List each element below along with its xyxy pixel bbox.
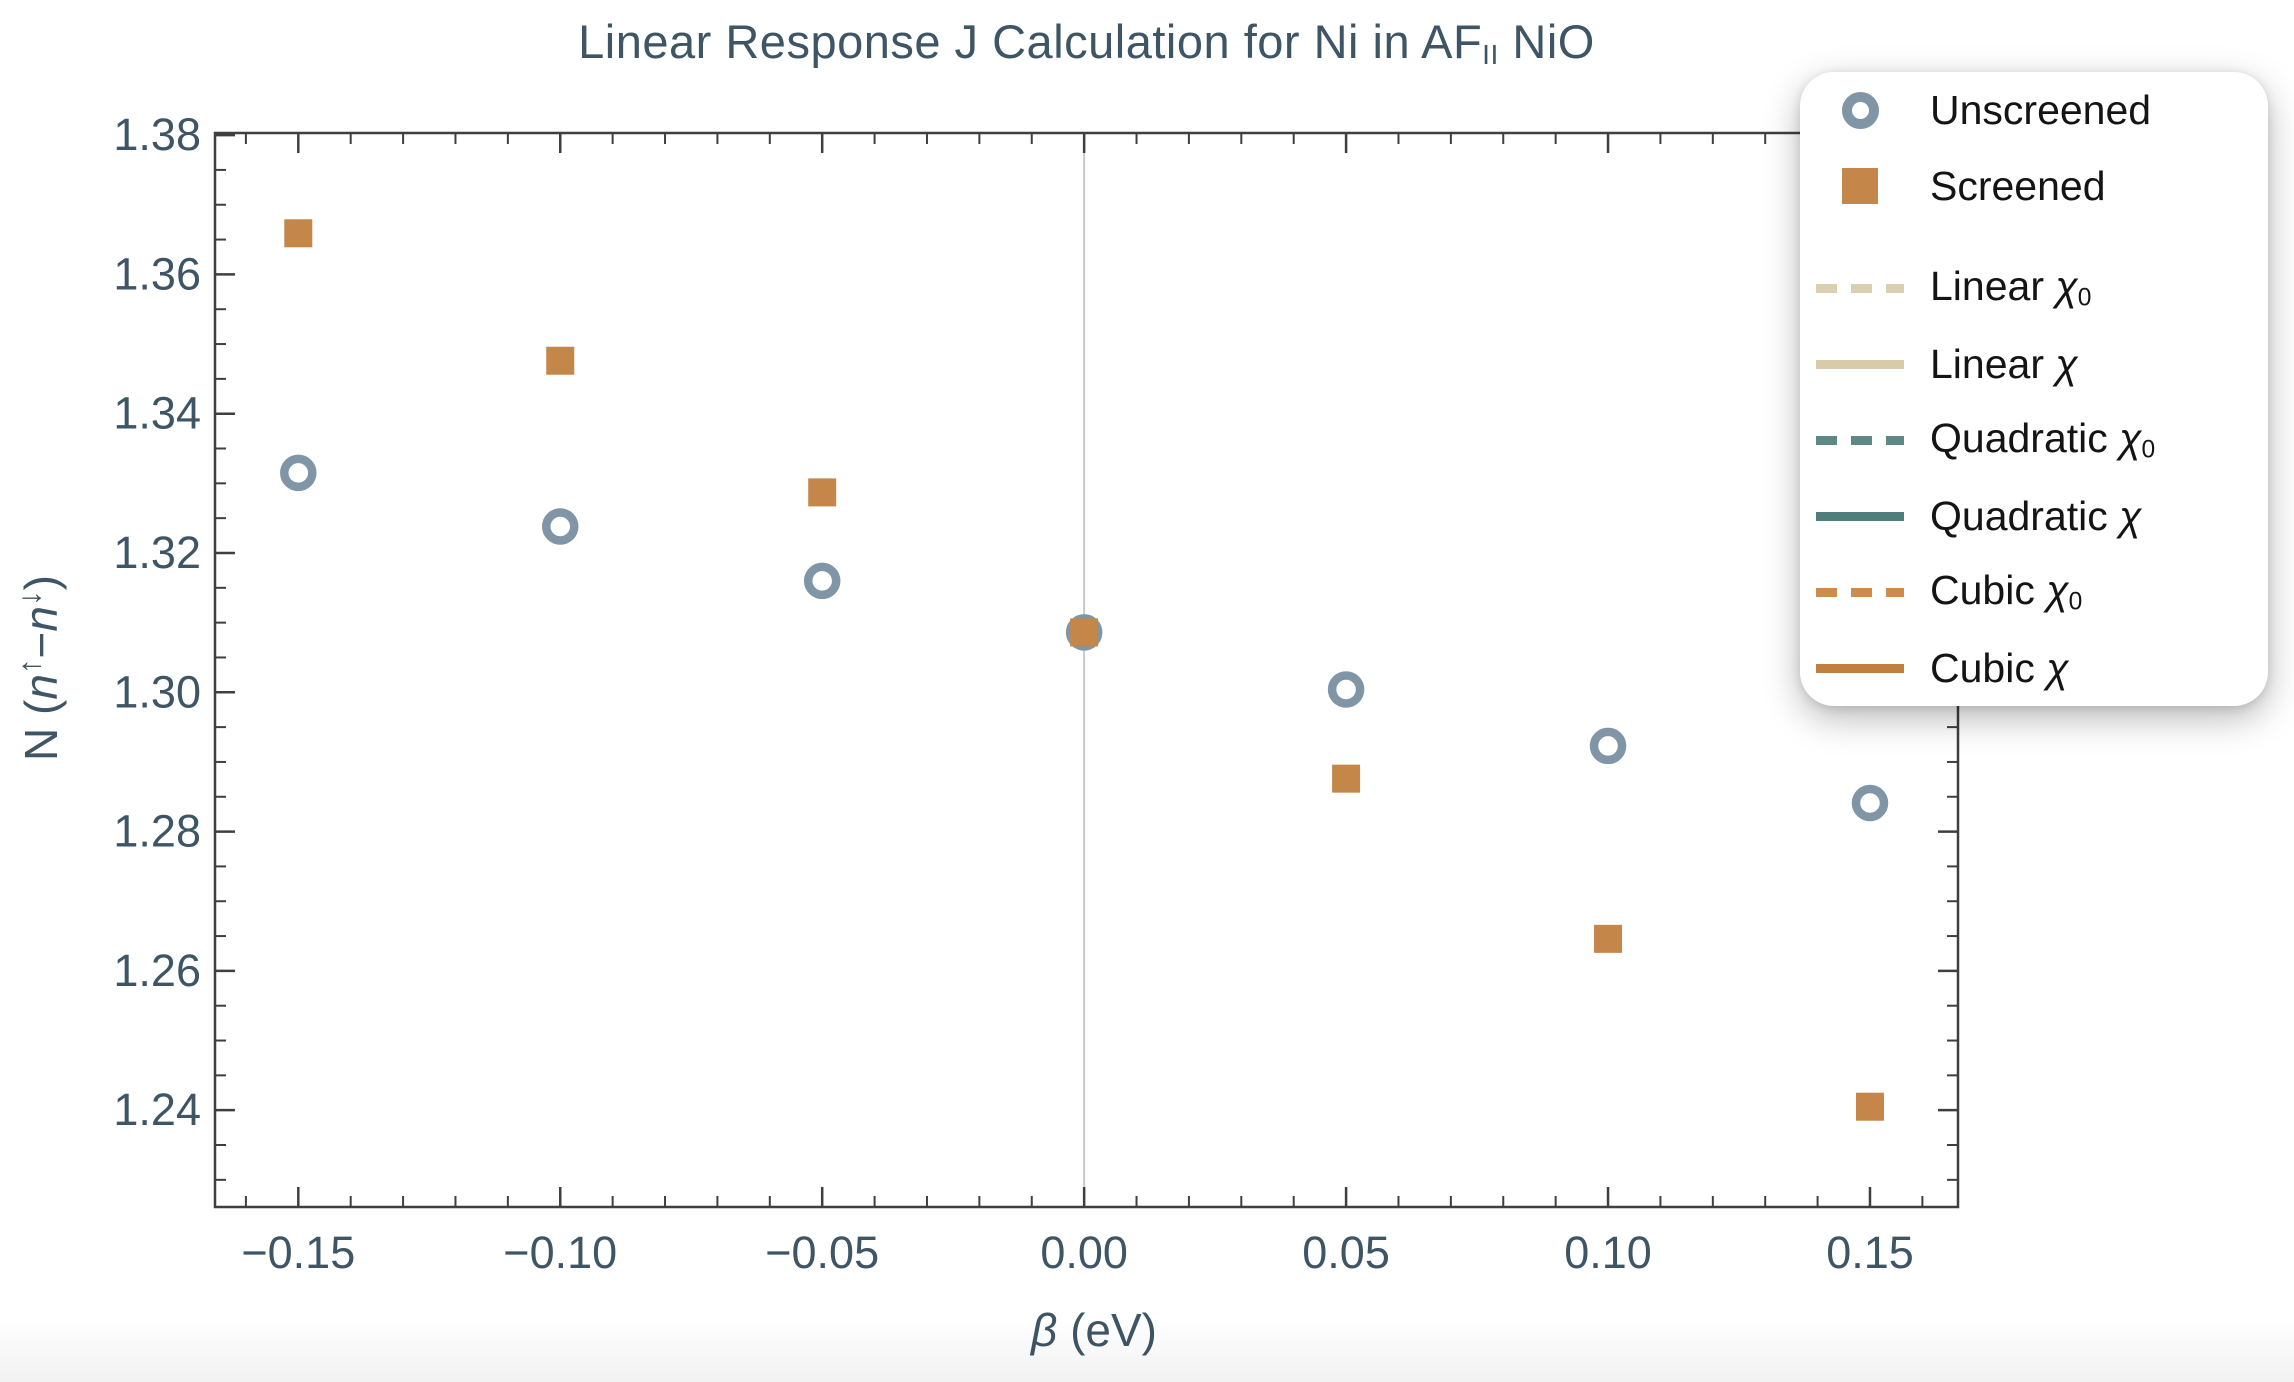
data-point-screened bbox=[546, 346, 575, 375]
data-point-screened bbox=[808, 478, 837, 507]
legend-item-quadratic-0: Quadratic χ0 bbox=[1800, 402, 2268, 478]
legend-item-label: Linear χ0 bbox=[1930, 263, 2092, 312]
legend-item-cubic-0: Cubic χ0 bbox=[1800, 554, 2268, 630]
y-tick-label: 1.28 bbox=[113, 806, 201, 857]
x-tick-label: −0.15 bbox=[241, 1227, 355, 1278]
unscreened-marker-icon bbox=[1841, 91, 1879, 129]
x-tick-label: −0.05 bbox=[765, 1227, 879, 1278]
legend: Unscreened Screened Linear χ0 Linear χ Quadr… bbox=[1800, 72, 2268, 706]
y-tick-label: 1.26 bbox=[113, 945, 201, 996]
x-tick-label: 0.15 bbox=[1826, 1227, 1914, 1278]
data-point-screened bbox=[1855, 1092, 1884, 1121]
data-point-unscreened bbox=[803, 562, 841, 600]
y-axis-label: N (n↑−n↓) bbox=[11, 575, 68, 761]
data-point-screened bbox=[284, 219, 313, 248]
data-point-unscreened bbox=[1851, 784, 1889, 822]
y-tick-label: 1.32 bbox=[113, 527, 201, 578]
legend-item-label: Unscreened bbox=[1930, 86, 2152, 133]
data-point-unscreened bbox=[280, 454, 317, 492]
legend-item-screened: Screened bbox=[1800, 148, 2268, 224]
x-tick-label: 0.00 bbox=[1040, 1227, 1128, 1278]
dashed-line-swatch-icon bbox=[1816, 587, 1904, 597]
x-tick-label: −0.10 bbox=[503, 1227, 617, 1278]
data-point-unscreened bbox=[541, 508, 579, 545]
legend-item-label: Screened bbox=[1930, 162, 2106, 209]
legend-item-linear: Linear χ bbox=[1800, 326, 2268, 402]
y-tick-label: 1.38 bbox=[113, 109, 201, 160]
y-tick-label: 1.30 bbox=[113, 666, 201, 717]
legend-item-label: Cubic χ0 bbox=[1930, 567, 2083, 616]
solid-line-swatch-icon bbox=[1816, 511, 1904, 521]
x-tick-label: 0.05 bbox=[1302, 1227, 1390, 1278]
dashed-line-swatch-icon bbox=[1816, 435, 1904, 445]
x-axis-label: β (eV) bbox=[1031, 1304, 1157, 1356]
data-point-screened bbox=[1070, 618, 1099, 647]
data-point-screened bbox=[1332, 764, 1361, 793]
solid-line-swatch-icon bbox=[1816, 663, 1904, 673]
legend-item-label: Cubic χ bbox=[1930, 644, 2069, 691]
legend-group-gap bbox=[1800, 224, 2268, 250]
screened-marker-icon bbox=[1842, 168, 1878, 204]
y-tick-label: 1.34 bbox=[113, 388, 201, 439]
dashed-line-swatch-icon bbox=[1816, 283, 1904, 293]
legend-item-cubic: Cubic χ bbox=[1800, 630, 2268, 706]
legend-item-unscreened: Unscreened bbox=[1800, 72, 2268, 148]
legend-item-quadratic: Quadratic χ bbox=[1800, 478, 2268, 554]
y-tick-label: 1.24 bbox=[113, 1084, 201, 1135]
legend-item-linear-0: Linear χ0 bbox=[1800, 250, 2268, 326]
plot-frame bbox=[213, 131, 1960, 1209]
data-point-unscreened bbox=[1589, 727, 1627, 765]
legend-item-label: Linear χ bbox=[1930, 340, 2078, 387]
legend-item-label: Quadratic χ0 bbox=[1930, 415, 2156, 464]
x-tick-label: 0.10 bbox=[1564, 1227, 1652, 1278]
data-point-unscreened bbox=[1327, 671, 1365, 708]
y-tick-label: 1.36 bbox=[113, 248, 201, 299]
data-point-screened bbox=[1594, 924, 1623, 953]
chart-title: Linear Response J Calculation for Ni in … bbox=[578, 15, 1595, 71]
legend-item-label: Quadratic χ bbox=[1930, 492, 2142, 539]
solid-line-swatch-icon bbox=[1816, 359, 1904, 369]
